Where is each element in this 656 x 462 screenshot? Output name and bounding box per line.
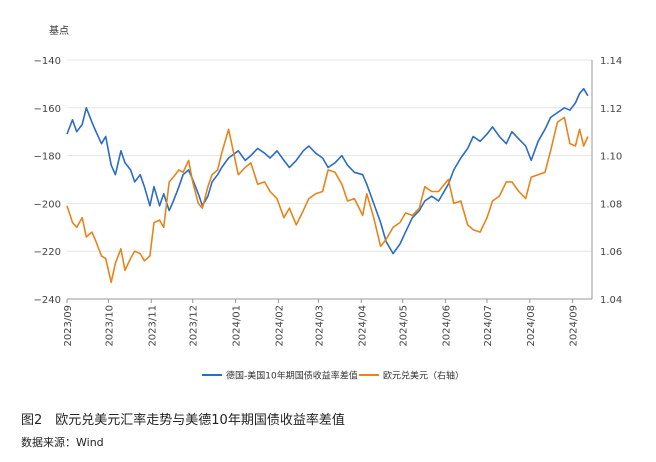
x-tick-label: 2024/06 [442,305,453,347]
y-right-tick-label: 1.12 [600,104,622,115]
x-tick-label: 2024/07 [483,305,494,347]
y-right-tick-label: 1.06 [600,247,622,258]
x-tick-label: 2023/10 [104,305,115,347]
figure-source: 数据来源：Wind [21,436,104,449]
x-tick-label: 2024/02 [274,305,285,347]
x-tick-label: 2024/05 [399,305,410,347]
y-left-axis: −140 −160 −180 −200 −220 −240 [34,56,61,306]
chart-legend: 德国-美国10年期国债收益率差值 欧元兑美元（右轴） [202,370,464,382]
series-line-yield-spread [66,87,589,255]
y-left-tick-label: −240 [34,295,61,306]
series-line-eurusd [66,116,589,284]
x-tick-label: 2024/09 [569,305,580,347]
y-right-axis: 1.14 1.12 1.10 1.08 1.06 1.04 [600,56,622,306]
y-left-tick-label: −220 [34,247,61,258]
y-right-tick-label: 1.10 [600,152,622,163]
y-left-tick-label: −140 [34,56,61,67]
legend-label: 德国-美国10年期国债收益率差值 [226,370,358,382]
y-right-tick-label: 1.08 [600,199,622,210]
x-tick-label: 2023/11 [147,305,158,347]
y-right-tick-label: 1.14 [600,56,622,67]
x-tick-label: 2024/04 [357,305,368,347]
x-tick-label: 2024/01 [232,305,243,347]
x-tick-label: 2023/09 [63,305,74,347]
x-tick-label: 2023/12 [189,305,200,347]
y-right-tick-label: 1.04 [600,295,622,306]
y-left-unit-label: 基点 [49,24,69,37]
x-tick-label: 2024/03 [314,305,325,347]
chart-series [66,87,589,284]
legend-label: 欧元兑美元（右轴） [383,370,464,382]
y-left-tick-label: −160 [34,104,61,115]
line-chart: 基点 −140 −160 −180 −200 −220 −240 1.14 1.12 1.10… [34,24,623,382]
figure-caption: 图2 欧元兑美元汇率走势与美德10年期国债收益率差值 [21,413,345,428]
y-left-tick-label: −180 [34,152,61,163]
chart-grid [67,59,593,300]
x-tick-label: 2024/08 [526,305,537,347]
x-axis: 2023/09 2023/10 2023/11 2023/12 2024/01 2024/… [63,299,580,347]
y-left-tick-label: −200 [34,199,61,210]
